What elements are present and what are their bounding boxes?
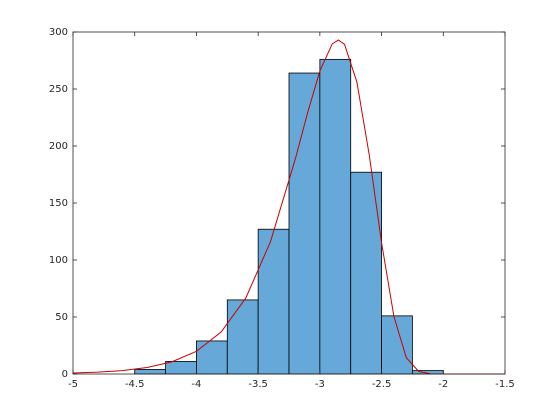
bar (226, 299, 259, 375)
y-tick-label: 250 (49, 84, 68, 95)
y-tick-label: 50 (55, 312, 68, 323)
y-tick-label: 150 (49, 198, 68, 209)
bar (350, 171, 382, 375)
bar (288, 72, 321, 375)
bar (257, 228, 290, 375)
bar (381, 315, 413, 375)
x-tick-label: -3 (315, 379, 325, 390)
bar (196, 340, 228, 375)
x-tick-label: -4.5 (125, 379, 145, 390)
y-tick-label: 100 (49, 255, 68, 266)
x-tick-label: -2 (438, 379, 448, 390)
bar (319, 58, 352, 375)
x-tick-label: -2.5 (372, 379, 392, 390)
x-tick-label: -5 (68, 379, 78, 390)
bar (134, 369, 166, 375)
y-tick-label: 200 (49, 141, 68, 152)
x-tick-label: -3.5 (248, 379, 268, 390)
y-tick-label: 300 (49, 27, 68, 38)
bar (165, 361, 197, 375)
y-tick-label: 0 (62, 369, 68, 380)
fit-curve (72, 39, 505, 375)
x-tick-label: -1.5 (495, 379, 515, 390)
x-tick-label: -4 (191, 379, 201, 390)
